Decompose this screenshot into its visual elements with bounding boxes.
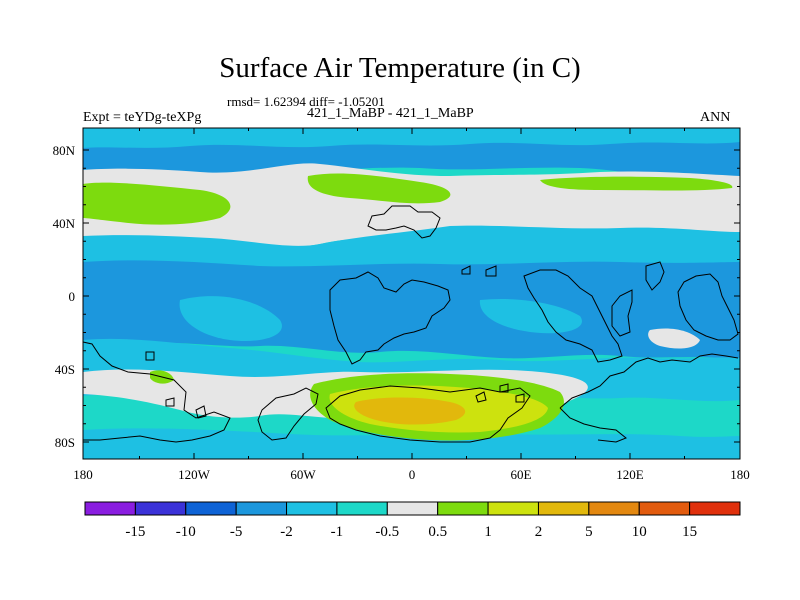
coast-islet-e (195, 405, 207, 419)
coast-africa (523, 269, 623, 363)
colorbar-swatch (487, 501, 539, 516)
coast-antarctic-pacific-sector (559, 353, 739, 409)
lat-label: 0 (69, 289, 76, 304)
colorbar-swatch (537, 501, 590, 516)
colorbar-swatch (638, 501, 691, 516)
chart-title: Surface Air Temperature (in C) (219, 52, 581, 84)
coast-antarctic-ross (559, 407, 627, 443)
region-mid-cyan (83, 225, 740, 272)
coast-islet-f (475, 391, 487, 403)
lon-label: 60W (290, 467, 316, 482)
region-arctic (83, 128, 740, 148)
colorbar-label: -1 (331, 524, 344, 540)
coast-asia-fragment (645, 261, 665, 291)
lon-label: 120E (616, 467, 644, 482)
coast-antarctic-west (82, 341, 231, 443)
colorbar-label: -0.5 (375, 524, 399, 540)
coast-islet-g (499, 383, 509, 393)
lat-label: 80S (55, 435, 75, 450)
colorbar-swatch (437, 501, 489, 516)
colorbar-swatch (235, 501, 288, 516)
lon-label: 180 (730, 467, 750, 482)
coastlines (82, 205, 739, 443)
lon-label: 180 (73, 467, 93, 482)
colorbar-swatch (336, 501, 388, 516)
orange-core-south (354, 397, 466, 425)
colorbar-swatch (84, 501, 136, 516)
experiment-subtitle: 421_1_MaBP - 421_1_MaBP (307, 106, 474, 121)
latitude-labels: 80N 40N 0 40S 80S (53, 143, 76, 450)
colorbar-labels: -15 -10 -5 -2 -1 -0.5 0.5 1 2 5 10 15 (125, 524, 697, 540)
colorbar-label: -10 (176, 524, 196, 540)
cyan-tongue-indian (479, 298, 582, 334)
coast-islet-d (165, 397, 175, 407)
coast-islet-h (515, 393, 525, 403)
coast-europe (367, 205, 441, 239)
stats-line: rmsd= 1.62394 diff= -1.05201 (227, 94, 385, 109)
temperature-field (83, 128, 740, 459)
lon-label: 60E (511, 467, 532, 482)
coast-madagascar-region (611, 289, 633, 337)
colorbar-swatch (588, 501, 640, 516)
lon-label: 120W (178, 467, 211, 482)
colorbar-label: 15 (682, 524, 697, 540)
colorbar-label: -15 (125, 524, 145, 540)
green-patch-asia (540, 176, 733, 191)
colorbar-label: -5 (230, 524, 243, 540)
coast-islet-c (145, 351, 155, 361)
colorbar-swatch (185, 501, 237, 516)
colorbar-label: -2 (280, 524, 293, 540)
season-label: ANN (700, 110, 731, 125)
colorbar-label: 10 (632, 524, 647, 540)
experiment-label: Expt = teYDg-teXPg (83, 110, 202, 125)
cyan-tongue-east-pacific (179, 296, 282, 342)
green-patch-north-atlantic (307, 173, 451, 204)
lon-label: 0 (409, 467, 416, 482)
colorbar-swatch (286, 501, 338, 516)
lat-label: 40S (55, 362, 75, 377)
coast-antarctic-east (325, 385, 531, 443)
colorbar-swatch (386, 501, 439, 516)
colorbar-label: 2 (535, 524, 543, 540)
lat-label: 80N (53, 143, 76, 158)
green-patch-north-pacific (83, 182, 231, 225)
coast-antarctic-peninsula (257, 387, 319, 441)
latitude-ticks (83, 149, 740, 443)
colorbar-swatch (134, 501, 187, 516)
colorbar-swatch (689, 501, 741, 516)
lat-label: 40N (53, 216, 76, 231)
colorbar-label: 0.5 (428, 524, 447, 540)
coast-islet-b (485, 265, 497, 277)
white-patch-east (648, 328, 700, 349)
region-antarctic-cyan (83, 428, 740, 459)
longitude-ticks (82, 128, 741, 459)
coast-south-america (329, 271, 451, 365)
colorbar-label: 1 (484, 524, 492, 540)
colorbar (84, 501, 741, 516)
colorbar-label: 5 (585, 524, 593, 540)
longitude-labels: 180 120W 60W 0 60E 120E 180 (73, 467, 750, 482)
coast-islet-a (461, 265, 471, 275)
coast-australia-east (677, 273, 739, 341)
